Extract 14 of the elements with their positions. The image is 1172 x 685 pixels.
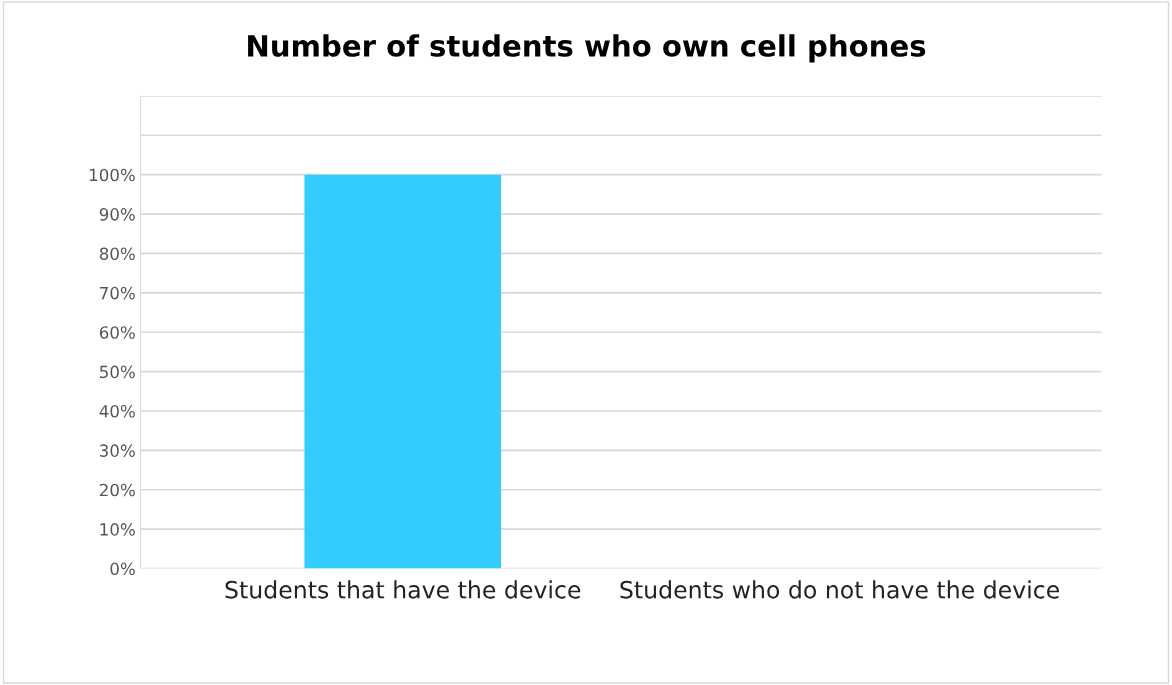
y-tick-label: 80% [99,247,135,261]
chart-title: Number of students who own cell phones [248,34,926,63]
y-tick-label: 20% [99,483,135,497]
x-tick-label: Students who do not have the device [620,580,1059,599]
y-tick-label: 100% [89,168,135,182]
y-tick-label: 30% [100,444,135,457]
x-tick-label: Students that have the device [225,580,581,599]
y-tick-label: 0% [110,562,135,576]
y-tick-label: 90% [99,208,135,221]
y-tick-label: 40% [99,404,135,418]
y-tick-label: 70% [100,286,135,300]
y-tick-label: 50% [100,365,135,379]
y-tick-label: 10% [100,523,135,536]
y-tick-label: 60% [99,326,135,339]
